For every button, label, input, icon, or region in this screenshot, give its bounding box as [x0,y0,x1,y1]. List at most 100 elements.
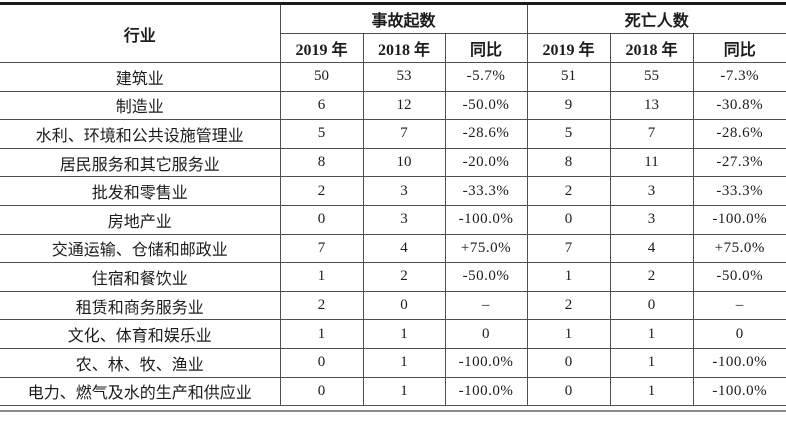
statistics-table-container: 行业 事故起数 死亡人数 2019 年 2018 年 同比 2019 年 201… [0,2,786,413]
table-row: 居民服务和其它服务业 8 10 -20.0% 8 11 -27.3% [0,147,786,178]
deaths-2018-cell: 55 [609,62,694,92]
table-row: 制造业 6 12 -50.0% 9 13 -30.8% [0,90,786,121]
deaths-2019-cell: 2 [526,290,611,321]
accidents-yoy-cell: -20.0% [444,147,528,178]
accidents-yoy-cell: +75.0% [444,233,528,264]
table-row: 交通运输、仓储和邮政业 7 4 +75.0% 7 4 +75.0% [0,233,786,264]
deaths-2019-cell: 2 [526,176,611,206]
accidents-2018-cell: 2 [362,262,446,292]
deaths-yoy-cell: – [692,290,786,321]
industry-cell: 批发和零售业 [0,176,281,206]
accidents-2019-cell: 0 [279,376,364,407]
header-accidents-yoy: 同比 [444,33,528,63]
accidents-2018-cell: 1 [362,347,446,378]
table-row: 批发和零售业 2 3 -33.3% 2 3 -33.3% [0,176,786,206]
accidents-2018-cell: 1 [362,376,446,407]
industry-cell: 农、林、牧、渔业 [0,347,281,378]
deaths-2018-cell: 1 [609,319,694,349]
deaths-yoy-cell: 0 [692,319,786,349]
deaths-2018-cell: 13 [609,90,694,121]
accidents-yoy-cell: -28.6% [444,119,528,149]
industry-cell: 制造业 [0,90,281,121]
industry-cell: 居民服务和其它服务业 [0,147,281,178]
table-row: 房地产业 0 3 -100.0% 0 3 -100.0% [0,204,786,235]
accidents-2019-cell: 6 [279,90,364,121]
deaths-2019-cell: 8 [526,147,611,178]
accidents-2019-cell: 1 [279,262,364,292]
deaths-yoy-cell: -27.3% [692,147,786,178]
deaths-2019-cell: 9 [526,90,611,121]
accidents-yoy-cell: -50.0% [444,262,528,292]
accidents-2018-cell: 3 [362,204,446,235]
accidents-yoy-cell: -5.7% [444,62,528,92]
deaths-yoy-cell: -7.3% [692,62,786,92]
header-group-row: 行业 事故起数 死亡人数 [0,5,786,63]
deaths-2019-cell: 0 [526,376,611,407]
industry-cell: 水利、环境和公共设施管理业 [0,119,281,149]
deaths-yoy-cell: +75.0% [692,233,786,264]
deaths-2018-cell: 1 [609,347,694,378]
deaths-2018-cell: 2 [609,262,694,292]
table-row: 农、林、牧、渔业 0 1 -100.0% 0 1 -100.0% [0,347,786,378]
header-industry: 行业 [0,5,281,63]
deaths-yoy-cell: -100.0% [692,376,786,407]
accidents-2019-cell: 7 [279,233,364,264]
industry-cell: 交通运输、仓储和邮政业 [0,233,281,264]
accidents-yoy-cell: -50.0% [444,90,528,121]
accidents-2018-cell: 10 [362,147,446,178]
accidents-2018-cell: 7 [362,119,446,149]
accidents-2018-cell: 12 [362,90,446,121]
industry-cell: 电力、燃气及水的生产和供应业 [0,376,281,407]
deaths-2018-cell: 0 [609,290,694,321]
accidents-2019-cell: 1 [279,319,364,349]
deaths-yoy-cell: -33.3% [692,176,786,206]
accidents-2018-cell: 3 [362,176,446,206]
accidents-yoy-cell: -33.3% [444,176,528,206]
deaths-yoy-cell: -28.6% [692,119,786,149]
accidents-2019-cell: 8 [279,147,364,178]
table-row: 文化、体育和娱乐业 1 1 0 1 1 0 [0,319,786,349]
deaths-2019-cell: 1 [526,262,611,292]
accidents-yoy-cell: -100.0% [444,376,528,407]
industry-cell: 建筑业 [0,62,281,92]
industry-cell: 住宿和餐饮业 [0,262,281,292]
table-row: 水利、环境和公共设施管理业 5 7 -28.6% 5 7 -28.6% [0,119,786,149]
table-row: 住宿和餐饮业 1 2 -50.0% 1 2 -50.0% [0,262,786,292]
accidents-yoy-cell: – [444,290,528,321]
table-header: 行业 事故起数 死亡人数 2019 年 2018 年 同比 2019 年 201… [0,5,786,63]
deaths-2019-cell: 51 [526,62,611,92]
deaths-2018-cell: 3 [609,204,694,235]
accidents-2019-cell: 2 [279,290,364,321]
header-accidents-2019: 2019 年 [279,33,364,63]
accidents-yoy-cell: -100.0% [444,347,528,378]
deaths-yoy-cell: -100.0% [692,347,786,378]
accidents-2019-cell: 0 [279,204,364,235]
header-sub-row: 2019 年 2018 年 同比 2019 年 2018 年 同比 [0,33,786,63]
deaths-2019-cell: 7 [526,233,611,264]
industry-cell: 文化、体育和娱乐业 [0,319,281,349]
deaths-yoy-cell: -30.8% [692,90,786,121]
industry-accident-table: 行业 事故起数 死亡人数 2019 年 2018 年 同比 2019 年 201… [0,5,786,407]
accidents-2018-cell: 0 [362,290,446,321]
accidents-2019-cell: 0 [279,347,364,378]
deaths-2019-cell: 1 [526,319,611,349]
deaths-2018-cell: 3 [609,176,694,206]
deaths-2019-cell: 0 [526,204,611,235]
industry-cell: 房地产业 [0,204,281,235]
table-body: 建筑业 50 53 -5.7% 51 55 -7.3% 制造业 6 12 -50… [0,62,786,407]
table-row: 租赁和商务服务业 2 0 – 2 0 – [0,290,786,321]
deaths-2018-cell: 11 [609,147,694,178]
table-row: 电力、燃气及水的生产和供应业 0 1 -100.0% 0 1 -100.0% [0,376,786,407]
header-deaths-2019: 2019 年 [526,33,611,63]
deaths-2019-cell: 5 [526,119,611,149]
accidents-yoy-cell: 0 [444,319,528,349]
accidents-2019-cell: 5 [279,119,364,149]
header-accidents-group: 事故起数 [279,5,528,34]
header-deaths-yoy: 同比 [692,33,786,63]
accidents-2018-cell: 1 [362,319,446,349]
accidents-yoy-cell: -100.0% [444,204,528,235]
deaths-yoy-cell: -50.0% [692,262,786,292]
deaths-2018-cell: 4 [609,233,694,264]
industry-cell: 租赁和商务服务业 [0,290,281,321]
accidents-2019-cell: 50 [279,62,364,92]
